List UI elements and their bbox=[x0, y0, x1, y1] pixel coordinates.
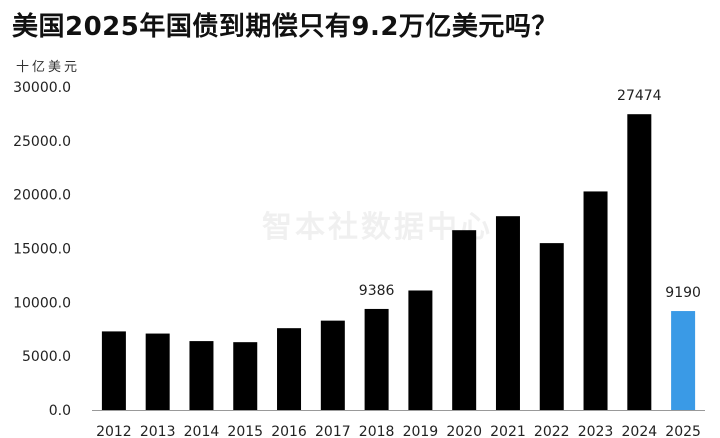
x-tick-label: 2025 bbox=[665, 424, 701, 438]
bar-2015 bbox=[233, 342, 258, 410]
bars bbox=[101, 114, 696, 411]
bar-2022 bbox=[539, 243, 564, 410]
x-tick-label: 2016 bbox=[271, 424, 307, 438]
y-tick-label: 25000.0 bbox=[13, 134, 71, 150]
x-tick-label: 2021 bbox=[490, 424, 526, 438]
bar-2023 bbox=[583, 191, 608, 410]
x-tick-label: 2014 bbox=[184, 424, 220, 438]
x-tick-label: 2023 bbox=[578, 424, 614, 438]
x-tick-label: 2019 bbox=[403, 424, 439, 438]
bar-2012 bbox=[101, 331, 126, 410]
bar-2016 bbox=[277, 328, 302, 410]
data-labels: 9386 27474 9190 bbox=[359, 88, 701, 301]
bar-2018 bbox=[364, 308, 389, 410]
unit-label: 十亿美元 bbox=[16, 60, 81, 75]
x-tick-label: 2024 bbox=[622, 424, 658, 438]
data-label-2025: 9190 bbox=[665, 285, 701, 301]
bar-2021 bbox=[495, 216, 520, 410]
x-tick-label: 2018 bbox=[359, 424, 395, 438]
bar-2013 bbox=[145, 333, 170, 410]
data-label-2018: 9386 bbox=[359, 283, 395, 299]
bar-2020 bbox=[452, 230, 477, 410]
watermark: 智本社数据中心 bbox=[262, 210, 493, 245]
x-axis-labels: 2012 2013 2014 2015 2016 2017 2018 2019 2020 2021… bbox=[96, 424, 701, 438]
x-tick-label: 2022 bbox=[534, 424, 570, 438]
bar-2025 bbox=[671, 311, 696, 410]
bar-2024 bbox=[627, 114, 652, 411]
x-tick-label: 2015 bbox=[227, 424, 263, 438]
y-tick-label: 10000.0 bbox=[13, 295, 71, 311]
y-axis-ticks: 0.0 5000.0 10000.0 15000.0 20000.0 25000.0 300… bbox=[13, 80, 71, 419]
y-tick-label: 0.0 bbox=[49, 403, 71, 419]
y-tick-label: 15000.0 bbox=[13, 242, 71, 258]
y-tick-label: 30000.0 bbox=[13, 80, 71, 96]
bar-2019 bbox=[408, 290, 433, 410]
chart-title: 美国2025年国债到期偿只有9.2万亿美元吗？ bbox=[12, 12, 558, 42]
x-tick-label: 2020 bbox=[446, 424, 482, 438]
y-tick-label: 20000.0 bbox=[13, 188, 71, 204]
x-tick-label: 2017 bbox=[315, 424, 351, 438]
x-tick-label: 2012 bbox=[96, 424, 132, 438]
data-label-2024: 27474 bbox=[617, 88, 662, 104]
x-tick-label: 2013 bbox=[140, 424, 176, 438]
y-tick-label: 5000.0 bbox=[22, 349, 71, 365]
bar-2017 bbox=[320, 320, 345, 410]
bar-2014 bbox=[189, 341, 214, 410]
